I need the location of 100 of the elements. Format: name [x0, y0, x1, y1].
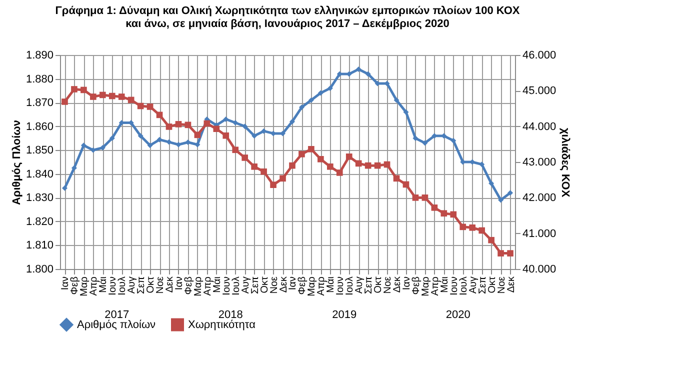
x-tick-label: Αυγ	[354, 276, 366, 294]
x-tick-label: Ιουν	[108, 276, 119, 296]
point	[507, 250, 514, 256]
point	[336, 170, 343, 176]
point	[204, 120, 210, 127]
point	[394, 97, 400, 103]
point	[242, 124, 248, 130]
point	[71, 86, 78, 92]
x-tick-label: Σεπ	[136, 276, 148, 294]
point	[298, 104, 304, 110]
point	[469, 224, 476, 231]
x-tick-label: Μάι	[212, 276, 223, 293]
point	[393, 175, 400, 182]
point	[194, 142, 200, 148]
x-tick-label: Απρ	[430, 276, 441, 296]
point	[270, 182, 276, 188]
point	[138, 133, 144, 139]
point	[242, 154, 248, 161]
text: Γράφημα 1: Δύναμη και Ολική Χωρητικότητα των ελληνικών εμπορικών πλοίων 100 ΚΟΧ	[55, 5, 520, 17]
point	[450, 211, 457, 218]
point	[326, 163, 334, 170]
point	[90, 147, 96, 153]
x-tick-label: Δεκ	[164, 276, 176, 293]
point	[508, 190, 513, 196]
x-tick-label: Ιαν	[288, 276, 299, 290]
point	[440, 210, 448, 217]
point	[318, 156, 324, 162]
point	[223, 116, 229, 122]
y2-tick-label: 42.000	[522, 192, 556, 204]
text: 2017	[104, 309, 130, 321]
x-tick-label: Νοε	[382, 276, 394, 294]
point	[232, 120, 238, 126]
point	[412, 194, 419, 201]
point	[222, 132, 230, 139]
point	[478, 227, 485, 234]
x-tick-label: Ιαν	[401, 276, 412, 290]
text: 2018	[218, 309, 243, 321]
point	[156, 112, 163, 118]
x-tick-label: Νοε	[268, 276, 280, 294]
point	[422, 140, 428, 146]
x-tick-label: Φεβ	[70, 276, 81, 295]
point	[166, 124, 172, 130]
point	[80, 142, 86, 148]
x-tick-label: Φεβ	[297, 276, 308, 295]
legend-label: Αριθμός πλοίων	[77, 318, 156, 331]
x-tick-label: Μαρ	[79, 276, 90, 296]
x-tick-label: Μάι	[98, 276, 110, 293]
x-tick-label: Μάι	[439, 276, 450, 293]
x-tick-label: Ιουν	[448, 276, 460, 296]
y-tick-label: 1.820	[26, 216, 54, 228]
y-axis-title: Αριθμός Πλοίων	[10, 120, 23, 206]
point	[488, 236, 494, 244]
point	[109, 135, 115, 141]
point	[450, 138, 456, 144]
y-tick-label: 1.800	[26, 264, 54, 276]
text: και άνω, σε μηνιαία βάση, Ιανουάριος 2017 – Δεκέμβριος 2020	[126, 18, 450, 30]
point	[298, 150, 305, 158]
x-tick-label: Οκτ	[373, 276, 384, 294]
x-tick-label: Μαρ	[306, 276, 318, 296]
point	[365, 71, 371, 77]
x-tick-label: Απρ	[88, 276, 100, 296]
y-tick-label: 1.830	[26, 192, 54, 204]
x-tick-label: Δεκ	[506, 276, 517, 293]
point	[364, 162, 372, 169]
point	[402, 181, 410, 188]
x-tick-label: Ιουν	[335, 276, 346, 296]
text: 2019	[332, 309, 357, 321]
y-tick-label: 1.860	[26, 120, 54, 133]
y2-axis-title: χιλιάδες ΚΟΧ	[559, 128, 572, 198]
point	[184, 122, 192, 128]
text: 2020	[446, 309, 470, 321]
y2-tick-label: 46.000	[522, 50, 556, 62]
x-tick-label: Οκτ	[259, 276, 270, 294]
point	[327, 86, 333, 92]
point	[156, 136, 162, 142]
point	[346, 153, 352, 160]
x-tick-label: Ιουλ	[344, 276, 356, 296]
y-tick-label: 1.890	[26, 50, 54, 62]
y2-tick-label: 40.000	[522, 264, 556, 276]
point	[498, 250, 504, 256]
legend-label: Χωρητικότητα	[188, 318, 256, 331]
point	[355, 160, 362, 167]
point	[308, 97, 314, 103]
x-tick-label: Νοε	[155, 276, 166, 294]
point	[318, 90, 324, 96]
point	[280, 175, 286, 182]
x-tick-label: Νοε	[496, 276, 508, 294]
point	[166, 139, 172, 145]
x-tick-label: Μαρ	[420, 276, 432, 296]
y2-tick-label: 41.000	[522, 228, 556, 240]
point	[108, 92, 116, 100]
y-tick-label: 1.850	[26, 144, 54, 157]
point	[384, 161, 390, 168]
x-tick-label: Μάι	[326, 276, 337, 293]
point	[232, 146, 239, 154]
point	[62, 185, 68, 191]
x-tick-label: Μαρ	[192, 276, 204, 296]
point	[80, 86, 87, 94]
x-tick-label: Ιαν	[174, 276, 185, 290]
point	[147, 142, 153, 148]
